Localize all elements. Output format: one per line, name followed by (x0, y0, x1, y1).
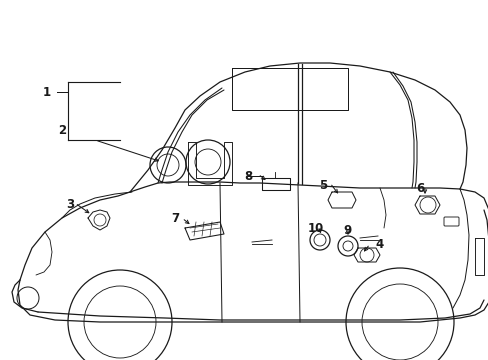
Text: 2: 2 (58, 123, 66, 136)
Text: 10: 10 (307, 221, 324, 234)
Text: 6: 6 (415, 181, 423, 194)
Text: 9: 9 (343, 224, 351, 237)
Text: 8: 8 (244, 170, 252, 183)
Text: 5: 5 (318, 179, 326, 192)
Text: 1: 1 (43, 86, 51, 99)
Text: 4: 4 (375, 238, 384, 251)
Text: 7: 7 (171, 212, 179, 225)
Text: 3: 3 (66, 198, 74, 211)
